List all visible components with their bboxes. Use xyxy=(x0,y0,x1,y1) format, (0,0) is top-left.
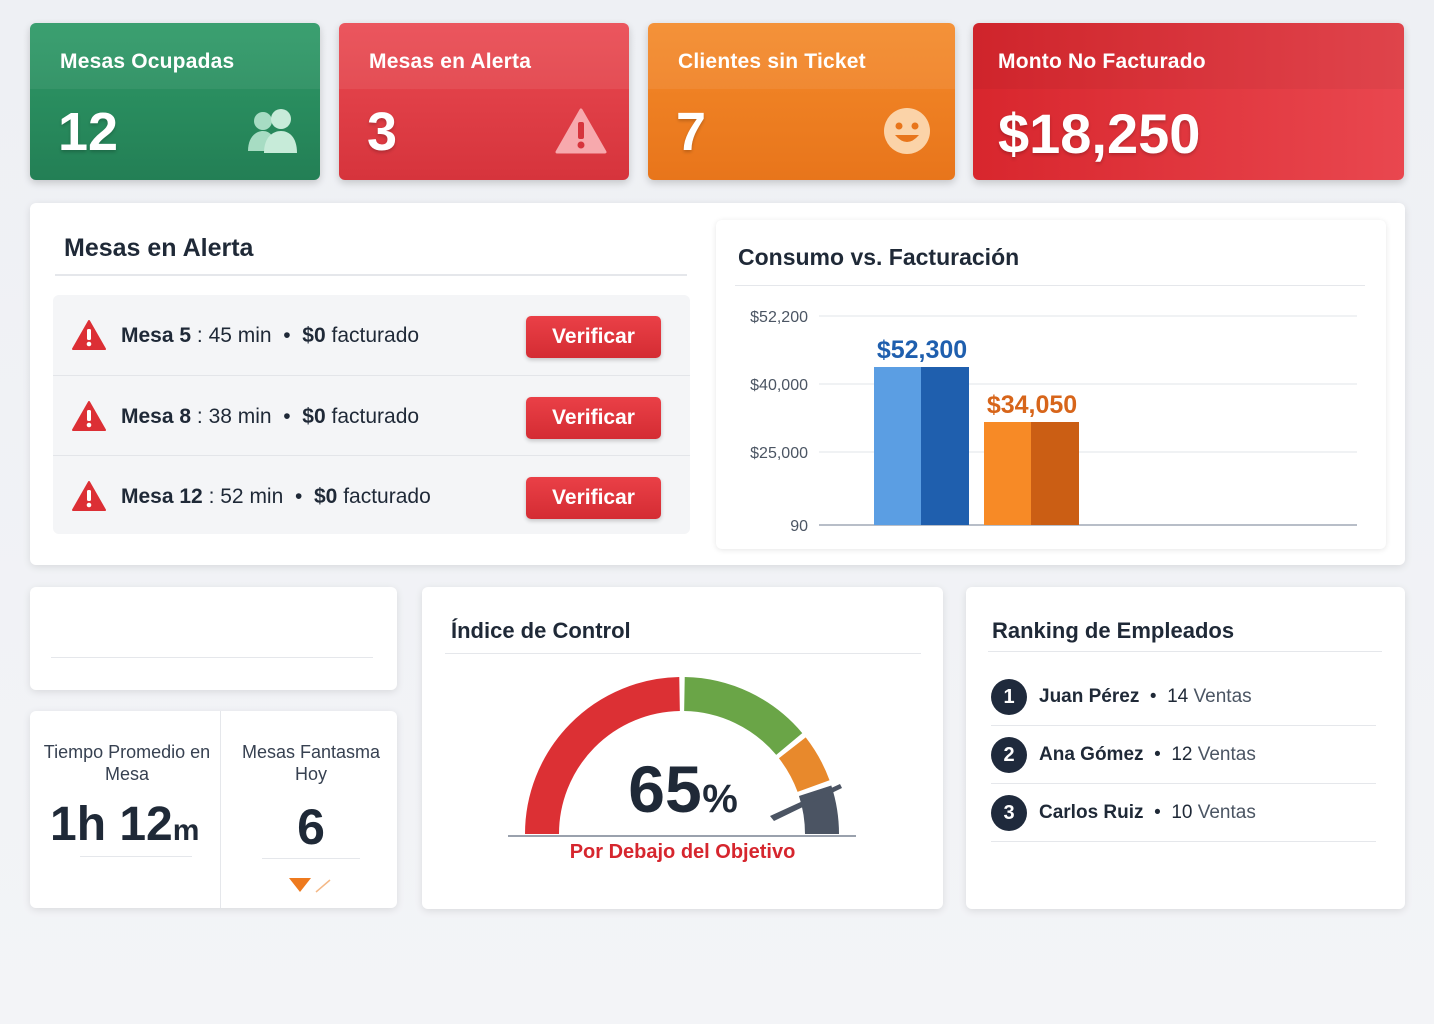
rank-name: Carlos Ruiz • 10 Ventas xyxy=(1039,802,1256,823)
rank-number: 2 xyxy=(991,737,1027,773)
bar-value-label: $34,050 xyxy=(987,391,1077,419)
rank-number: 1 xyxy=(991,679,1027,715)
gauge-segment xyxy=(778,737,830,793)
warning-icon xyxy=(72,401,106,431)
chart-title: Consumo vs. Facturación xyxy=(738,244,1020,270)
kpi-mesas-ocupadas: Mesas Ocupadas 12 xyxy=(30,23,320,180)
rank-name: Ana Gómez • 12 Ventas xyxy=(1039,744,1256,765)
trend-down-icon xyxy=(289,878,331,893)
verificar-button[interactable]: Verificar xyxy=(526,477,661,519)
empty-card xyxy=(30,587,397,690)
mesas-fantasma-label: Mesas Fantasma Hoy xyxy=(241,742,381,784)
alert-text: Mesa 8 : 38 min • $0 facturado xyxy=(121,405,420,428)
gauge-title: Índice de Control xyxy=(451,618,631,643)
kpi-title: Clientes sin Ticket xyxy=(678,50,866,73)
bar xyxy=(874,367,921,525)
ranking-item: 2 Ana Gómez • 12 Ventas xyxy=(991,726,1376,784)
verificar-button[interactable]: Verificar xyxy=(526,397,661,439)
alerts-and-chart-panel: Mesas en Alerta Mesa 5 : 45 min • $0 fac… xyxy=(30,203,1405,565)
alerts-title: Mesas en Alerta xyxy=(64,234,254,262)
alert-text: Mesa 12 : 52 min • $0 facturado xyxy=(121,485,431,508)
gauge-value: 65 xyxy=(628,752,701,826)
smiley-icon xyxy=(884,108,930,154)
gauge-status: Por Debajo del Objetivo xyxy=(569,841,796,863)
indice-control-card: Índice de Control 65% Por Debajo del Obj… xyxy=(422,587,943,909)
ranking-item: 1 Juan Pérez • 14 Ventas xyxy=(991,668,1376,726)
alert-row: Mesa 5 : 45 min • $0 facturado Verificar xyxy=(53,295,690,375)
ranking-item: 3 Carlos Ruiz • 10 Ventas xyxy=(991,784,1376,842)
kpi-title: Monto No Facturado xyxy=(998,50,1206,73)
kpi-mesas-alerta: Mesas en Alerta 3 xyxy=(339,23,629,180)
gauge-segment xyxy=(798,785,839,835)
tiempo-promedio-value: 1h 12m xyxy=(50,798,200,851)
rank-number: 3 xyxy=(991,795,1027,831)
kpi-clientes-sin-ticket: Clientes sin Ticket 7 xyxy=(648,23,955,180)
bar xyxy=(984,422,1031,525)
y-tick-label: $52,200 xyxy=(750,309,808,326)
alerts-list: Mesa 5 : 45 min • $0 facturado Verificar… xyxy=(53,295,690,534)
consumo-chart-card: Consumo vs. Facturación $52,200 $40,000 $2… xyxy=(716,220,1386,549)
mesas-fantasma-value: 6 xyxy=(297,799,325,855)
warning-icon xyxy=(555,108,607,154)
warning-icon xyxy=(72,481,106,511)
y-tick-label: 90 xyxy=(790,518,808,535)
kpi-monto-no-facturado: Monto No Facturado $18,250 xyxy=(973,23,1404,180)
kpi-value: 12 xyxy=(58,102,119,162)
ranking-title: Ranking de Empleados xyxy=(992,618,1235,643)
y-tick-label: $25,000 xyxy=(750,445,808,462)
gauge-segment xyxy=(683,677,803,756)
warning-icon xyxy=(72,320,106,350)
gauge-unit: % xyxy=(702,777,738,821)
tiempo-promedio-label: Tiempo Promedio en Mesa xyxy=(43,742,211,784)
verificar-button[interactable]: Verificar xyxy=(526,316,661,358)
stats-card: Tiempo Promedio en Mesa 1h 12m Mesas Fan… xyxy=(30,711,397,908)
rank-name: Juan Pérez • 14 Ventas xyxy=(1039,686,1252,707)
alert-row: Mesa 12 : 52 min • $0 facturado Verifica… xyxy=(53,455,690,535)
alert-text: Mesa 5 : 45 min • $0 facturado xyxy=(121,324,420,347)
kpi-value: 7 xyxy=(676,102,707,162)
gauge-needle xyxy=(770,784,842,821)
gauge-chart: 65% xyxy=(508,677,856,837)
bar-chart: $52,200 $40,000 $25,000 90 $52,300 $34,050 xyxy=(750,309,1357,535)
bar-shade xyxy=(921,367,969,525)
ranking-card: Ranking de Empleados 1 Juan Pérez • 14 V… xyxy=(966,587,1405,909)
y-tick-label: $40,000 xyxy=(750,377,808,394)
alert-row: Mesa 8 : 38 min • $0 facturado Verificar xyxy=(53,375,690,455)
kpi-value: 3 xyxy=(367,102,398,162)
kpi-title: Mesas Ocupadas xyxy=(60,50,235,73)
gauge-segment xyxy=(525,677,681,835)
bar-shade xyxy=(1031,422,1079,525)
kpi-title: Mesas en Alerta xyxy=(369,50,532,73)
bar-value-label: $52,300 xyxy=(877,336,967,364)
users-icon xyxy=(248,109,297,153)
kpi-value: $18,250 xyxy=(998,102,1201,165)
